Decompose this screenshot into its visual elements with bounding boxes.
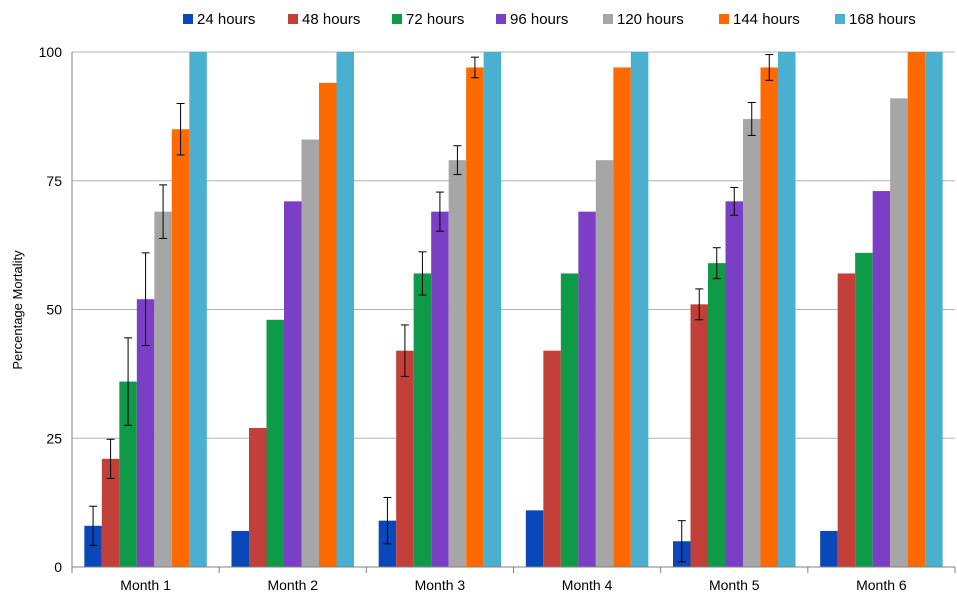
bar: [872, 191, 891, 568]
legend-label: 72 hours: [406, 11, 464, 28]
bar: [154, 211, 172, 567]
x-tick-label: Month 2: [267, 577, 318, 593]
legend-label: 24 hours: [197, 11, 255, 28]
bar: [525, 510, 544, 567]
bar: [231, 530, 249, 567]
bar: [448, 160, 467, 567]
bar: [284, 201, 302, 567]
bar: [743, 118, 761, 567]
bar: [630, 52, 649, 567]
bar: [690, 304, 708, 567]
bar: [413, 273, 432, 567]
bar: [336, 52, 354, 567]
bar: [613, 67, 631, 567]
bar: [595, 160, 614, 567]
bar: [837, 273, 856, 567]
legend-swatch: [496, 14, 506, 24]
y-tick-label: 0: [54, 559, 62, 575]
y-tick-label: 25: [46, 430, 62, 446]
bar: [431, 211, 449, 567]
bar: [483, 52, 502, 567]
legend-label: 96 hours: [510, 11, 568, 28]
legend-swatch: [603, 14, 613, 24]
x-tick-label: Month 1: [120, 577, 171, 593]
legend-swatch: [835, 14, 845, 24]
bars: [84, 52, 943, 568]
bar: [925, 52, 943, 567]
bar: [543, 350, 561, 567]
legend-label: 144 hours: [733, 11, 800, 28]
legend-label: 120 hours: [617, 11, 684, 28]
x-tick-label: Month 5: [709, 577, 760, 593]
bar: [820, 530, 838, 567]
bar: [249, 427, 267, 567]
legend-label: 48 hours: [302, 11, 360, 28]
bar: [396, 350, 414, 567]
bar: [84, 525, 102, 567]
bar: [578, 211, 596, 567]
bar: [466, 67, 484, 567]
legend-swatch: [183, 14, 193, 24]
bar: [725, 201, 743, 567]
bar: [189, 52, 207, 567]
error-bars: [89, 54, 774, 563]
legend: 24 hours 48 hours 72 hours 96 hours 120 hour…: [183, 11, 916, 28]
legend-swatch: [288, 14, 298, 24]
bar: [136, 299, 155, 567]
x-tick-label: Month 3: [415, 577, 466, 593]
bar: [119, 381, 137, 567]
x-tick-label: Month 4: [562, 577, 613, 593]
bar: [855, 252, 873, 567]
bar: [760, 67, 778, 567]
y-axis-label: Percentage Mortality: [10, 250, 25, 370]
x-tick-label: Month 6: [856, 577, 907, 593]
bar: [778, 52, 796, 567]
legend-swatch: [392, 14, 402, 24]
bar: [171, 129, 190, 567]
y-tick-label: 50: [46, 302, 62, 318]
gridlines: [72, 51, 955, 439]
bar: [101, 458, 120, 567]
bar: [907, 52, 926, 567]
bar: [266, 319, 284, 567]
bar: [708, 263, 726, 567]
y-tick-label: 100: [39, 44, 63, 60]
bar: [890, 98, 908, 567]
legend-label: 168 hours: [849, 11, 916, 28]
legend-swatch: [719, 14, 729, 24]
axes: 0 25 50 75 100 Month 1 Month 2 Month 3 Month 4 Mo…: [39, 44, 956, 593]
bar: [319, 82, 337, 568]
bar: [560, 273, 579, 567]
y-tick-label: 75: [46, 173, 62, 189]
bar: [301, 139, 319, 568]
